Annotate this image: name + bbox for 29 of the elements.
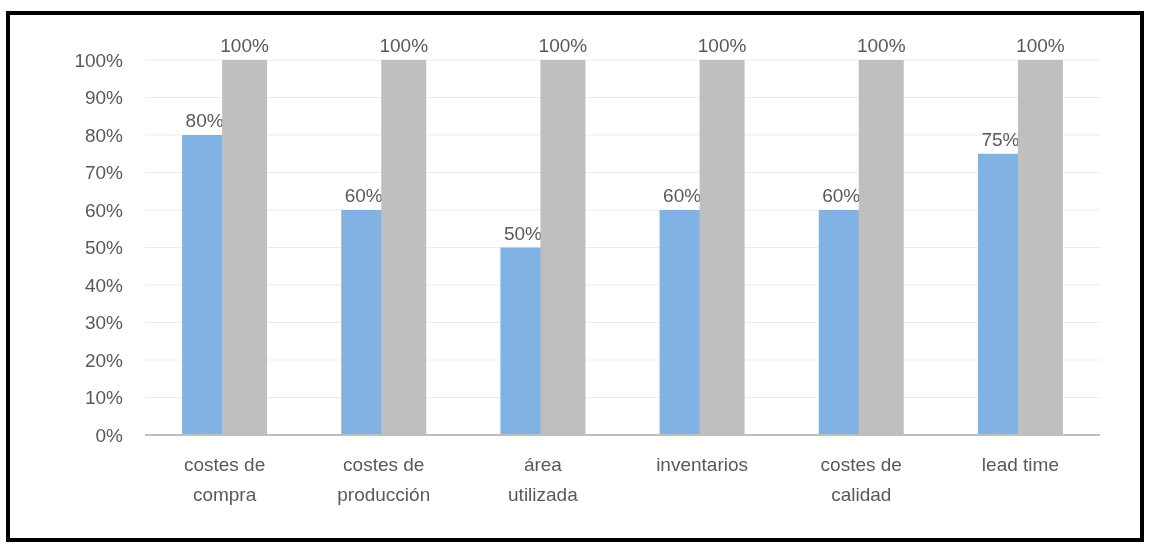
data-label: 100% [1016, 35, 1065, 56]
y-tick-label: 40% [84, 274, 124, 296]
y-tick-label: 50% [84, 237, 124, 259]
y-tick-label: 80% [84, 124, 124, 146]
data-label: 60% [822, 185, 861, 206]
data-label: 60% [344, 185, 383, 206]
data-label: 100% [697, 35, 747, 56]
x-tick-label: costes de calidad [820, 454, 902, 505]
x-tick-label: costes de compra [183, 454, 266, 505]
data-label: 100% [856, 35, 906, 56]
y-tick-label: 20% [84, 349, 124, 371]
y-tick-label: 70% [84, 162, 124, 184]
data-label: 100% [538, 35, 588, 56]
y-tick-label: 30% [84, 312, 124, 334]
y-tick-label: 0% [95, 424, 124, 446]
y-tick-label: 100% [74, 49, 124, 71]
x-tick-label: inventarios [656, 454, 749, 475]
data-label: 75% [981, 128, 1020, 150]
data-label: 60% [663, 185, 702, 206]
x-tick-label: área utilizada [508, 454, 579, 505]
data-label: 100% [220, 35, 269, 56]
y-tick-label: 10% [84, 387, 124, 409]
y-tick-label: 90% [84, 87, 124, 109]
data-label: 50% [503, 222, 543, 244]
y-tick-label: 60% [84, 199, 124, 221]
data-label: 100% [379, 35, 429, 56]
data-label: 80% [185, 110, 224, 131]
x-tick-label: costes de producción [337, 454, 431, 505]
x-tick-label: lead time [981, 454, 1059, 475]
